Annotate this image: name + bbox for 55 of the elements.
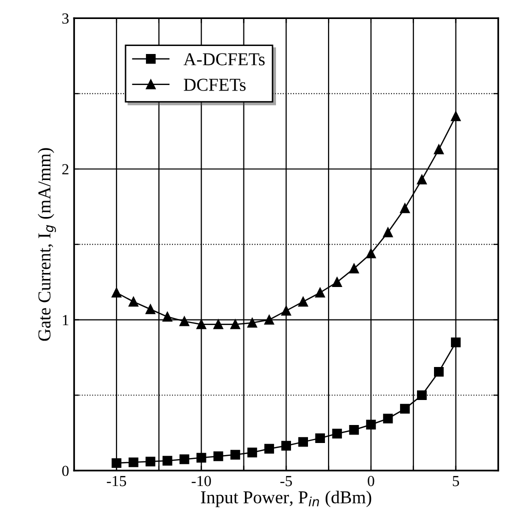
point [162,312,172,322]
point [230,319,240,330]
point [450,111,461,122]
point [366,420,376,430]
x-tick-label: -15 [106,476,126,486]
point [400,203,410,214]
point [349,425,359,435]
point [383,227,393,238]
point [180,454,190,464]
point [434,366,444,377]
point [298,437,308,447]
point [128,457,138,468]
point [315,433,325,444]
point [450,338,461,348]
legend-label: A-DCFETs [183,53,265,66]
point [332,428,342,439]
point [128,296,138,307]
point [213,451,224,462]
y-axis-title: Gate Current, I$_{g}$ (mA/mm) [38,148,56,341]
point [112,458,122,468]
y-tick-label: 2 [62,164,68,174]
point [281,306,292,316]
point [332,277,342,287]
point [146,304,156,314]
point [264,444,274,454]
point [315,288,325,298]
point [196,452,206,463]
point [400,404,410,414]
x-tick-label: -10 [192,476,211,486]
x-tick-label: 5 [452,476,460,486]
point [247,448,258,458]
point [146,456,156,466]
legend-label: DCFETs [184,78,246,91]
point [366,248,376,258]
point [247,318,258,328]
point [417,174,427,184]
point [230,450,240,460]
point [162,456,172,466]
point [196,319,206,330]
point [112,288,122,298]
point [417,390,427,400]
y-tick-label: 0 [62,466,69,476]
x-tick-label: -5 [280,476,292,486]
point [213,319,224,330]
point [281,440,292,451]
y-tick-label: 3 [62,13,69,24]
x-tick-label: 0 [368,476,374,486]
point [180,316,190,326]
point [264,314,274,325]
point [434,144,444,154]
y-tick-label: 1 [62,315,68,326]
point [349,264,359,274]
point [298,296,308,307]
point [383,414,393,424]
x-axis-title: Input Power, P$_{in}$ (dBm) [200,490,372,508]
